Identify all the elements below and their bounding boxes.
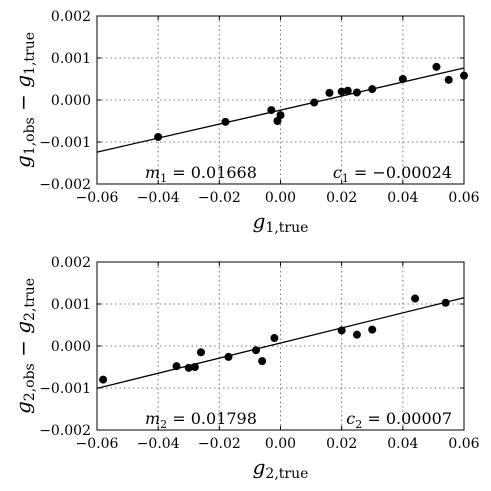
data-point [337, 87, 346, 96]
data-point [432, 62, 441, 71]
x-axis-label: g2,true [253, 455, 309, 482]
intercept-annotation: c1 = −0.00024 [333, 163, 452, 185]
x-tick-label: 0.04 [387, 190, 418, 206]
data-point [190, 363, 199, 371]
data-point [368, 85, 377, 94]
chart-panel-2: −0.06 −0.04 −0.02 0.00 0.02 0.04 0.06 −0.002 −0.… [11, 255, 480, 482]
data-point [258, 357, 267, 366]
x-tick-label: −0.06 [76, 190, 119, 206]
y-axis-label: g2,obs − g2,true [11, 278, 38, 414]
data-point [154, 132, 163, 141]
data-point [325, 88, 334, 97]
data-point [343, 86, 352, 95]
y-tick-label: −0.001 [39, 381, 91, 397]
fit-line [96, 297, 465, 390]
intercept-annotation: c2 = 0.00007 [346, 409, 452, 431]
y-tick-label: 0.001 [51, 297, 91, 313]
y-tick-label: −0.002 [39, 177, 91, 193]
axes-frame [96, 261, 465, 431]
data-point [196, 348, 205, 357]
data-point [224, 352, 233, 361]
y-tick-label: 0.000 [51, 339, 91, 355]
data-point [352, 330, 361, 339]
data-point [352, 88, 361, 97]
y-tick-label: −0.001 [39, 135, 91, 151]
y-tick-label: 0.002 [51, 9, 91, 25]
x-tick-label: 0.00 [265, 190, 296, 206]
chart-panel-1: −0.06 −0.04 −0.02 0.00 0.02 0.04 0.06 −0.002 −0.… [11, 9, 480, 236]
data-point [172, 362, 181, 371]
data-point [221, 117, 230, 126]
x-tick-label: 0.02 [326, 436, 357, 452]
data-point [441, 298, 450, 307]
x-axis-label: g1,true [253, 209, 309, 236]
data-point [368, 325, 377, 334]
data-point [99, 375, 108, 384]
y-tick-label: 0.001 [51, 51, 91, 67]
data-point [267, 106, 276, 115]
data-point [270, 334, 279, 343]
fit-line [96, 67, 465, 153]
x-tick-label: 0.06 [448, 436, 479, 452]
data-point [337, 326, 346, 335]
data-point [398, 75, 407, 83]
x-tick-label: 0.00 [265, 436, 296, 452]
x-tick-label: 0.04 [387, 436, 418, 452]
data-point [276, 111, 285, 120]
y-tick-label: 0.000 [51, 93, 91, 109]
x-tick-label: −0.04 [137, 190, 180, 206]
data-point [184, 363, 193, 372]
x-tick-label: −0.02 [198, 190, 241, 206]
x-tick-label: −0.06 [76, 436, 119, 452]
data-point [310, 98, 319, 107]
x-tick-label: −0.04 [137, 436, 180, 452]
slope-annotation: m2 = 0.01798 [145, 409, 257, 431]
y-tick-label: −0.002 [39, 423, 91, 439]
data-point [252, 346, 261, 355]
data-point [411, 294, 420, 303]
x-tick-label: 0.06 [448, 190, 479, 206]
slope-annotation: m1 = 0.01668 [145, 163, 257, 185]
x-tick-label: 0.02 [326, 190, 357, 206]
axes-frame [96, 15, 465, 185]
data-point [444, 75, 453, 84]
y-tick-label: 0.002 [51, 255, 91, 271]
y-axis-label: g1,obs − g1,true [11, 32, 38, 168]
data-point [273, 117, 282, 125]
x-tick-label: −0.02 [198, 436, 241, 452]
